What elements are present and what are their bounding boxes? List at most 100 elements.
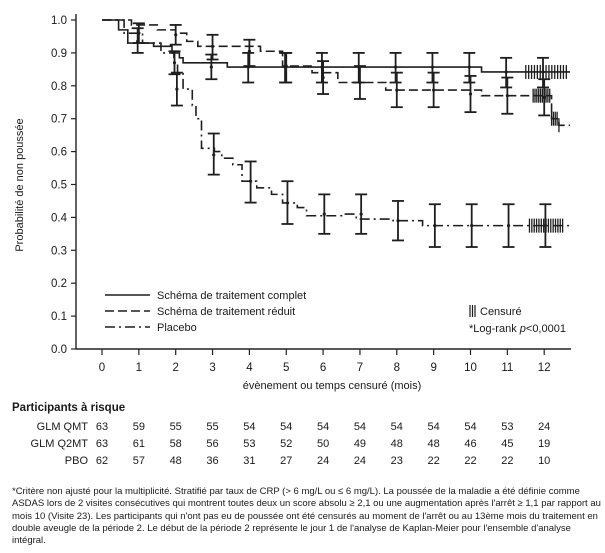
x-tick-label: 6: [320, 362, 326, 374]
footnote: *Critère non ajusté pour la multiplicité…: [12, 486, 601, 547]
risk-count: 55: [206, 421, 219, 433]
risk-count: 22: [464, 455, 477, 467]
error-bar: [464, 75, 477, 114]
x-tick-label: 8: [394, 362, 400, 374]
series-3: [102, 19, 570, 248]
error-bar: [427, 71, 440, 109]
error-bar: [170, 71, 183, 107]
point-estimate: [209, 65, 213, 69]
risk-count: 54: [464, 421, 477, 433]
y-tick-label: 0.2: [51, 278, 67, 290]
point-estimate: [432, 88, 436, 92]
x-tick-label: 9: [430, 362, 436, 374]
risk-row-label: GLM QMT: [36, 421, 88, 433]
error-bar: [280, 52, 293, 84]
y-tick-label: 0.5: [51, 180, 67, 192]
risk-count: 53: [501, 421, 514, 433]
censor-legend-label: Censuré: [480, 306, 522, 318]
y-tick-label: 0.3: [51, 245, 67, 257]
risk-row-label: GLM Q2MT: [30, 438, 88, 450]
risk-table-row: GLM Q2MT 63 61 58 56 53 52 50 49 48 48 46 45 19: [8, 436, 605, 453]
x-tick-label: 7: [357, 362, 363, 374]
error-bar: [392, 200, 404, 242]
point-estimate: [359, 212, 363, 216]
risk-table-row: GLM QMT 63 59 55 55 54 54 54 54 54 54 54 53 24: [8, 419, 605, 436]
y-axis-label: Probabilité de non poussée: [14, 118, 26, 251]
y-tick-label: 0.9: [51, 48, 67, 60]
y-tick-label: 0.7: [51, 114, 67, 126]
error-bar: [389, 52, 402, 84]
risk-count: 54: [280, 421, 293, 433]
point-estimate: [212, 153, 216, 157]
point-estimate: [506, 224, 511, 228]
point-estimate: [505, 94, 509, 98]
risk-count: 63: [95, 438, 109, 450]
point-estimate: [321, 75, 325, 80]
point-estimate: [247, 49, 251, 53]
km-curve-solid: [102, 19, 570, 73]
x-tick-label: 2: [172, 362, 178, 374]
legend-label: Schéma de traitement réduit: [157, 306, 295, 318]
risk-count: 55: [169, 421, 182, 433]
risk-count: 31: [243, 455, 256, 467]
point-estimate: [394, 65, 398, 69]
risk-count: 49: [353, 438, 367, 450]
y-tick-label: 1.0: [51, 15, 67, 27]
x-axis-label: évènement ou temps censuré (mois): [243, 380, 422, 392]
point-estimate: [284, 64, 288, 68]
point-estimate: [433, 224, 437, 228]
risk-count: 59: [132, 421, 145, 433]
x-tick-label: 0: [99, 362, 105, 374]
risk-count: 19: [538, 438, 551, 450]
point-estimate: [467, 65, 471, 69]
km-curve-dash-dot: [102, 19, 570, 227]
error-bar: [317, 60, 330, 95]
risk-count: 58: [169, 438, 182, 450]
point-estimate: [396, 219, 400, 223]
risk-count: 53: [243, 438, 256, 450]
point-estimate: [468, 92, 473, 96]
logrank-annotation: *Log-rank p<0,0001: [469, 323, 566, 335]
point-estimate: [430, 65, 435, 69]
risk-count: 10: [538, 455, 551, 467]
risk-count: 24: [353, 455, 367, 467]
x-tick-label: 1: [136, 362, 142, 374]
risk-count: 56: [206, 438, 219, 450]
error-bar: [463, 52, 476, 84]
y-tick-label: 0.4: [51, 212, 68, 224]
x-tick-label: 11: [501, 362, 513, 374]
error-bar: [318, 193, 331, 235]
risk-count: 61: [132, 438, 145, 450]
risk-row-label: PBO: [64, 455, 88, 467]
risk-table-row: PBO 62 57 48 36 31 27 24 24 23 22 22 22 10: [8, 453, 605, 470]
risk-count: 23: [390, 455, 403, 467]
x-tick-label: 10: [464, 362, 477, 374]
error-bar: [355, 193, 368, 235]
series-2: [102, 19, 570, 133]
risk-count: 48: [169, 455, 182, 467]
risk-count: 62: [95, 455, 109, 467]
point-estimate: [210, 44, 215, 48]
risk-count: 27: [280, 455, 293, 467]
error-bar: [428, 203, 441, 248]
risk-count: 57: [132, 455, 145, 467]
risk-count: 54: [243, 421, 256, 433]
risk-count: 46: [464, 438, 477, 450]
error-bar: [390, 71, 403, 109]
km-chart: 0.00.10.20.30.40.50.60.70.80.91.00 1 2 3 4 5 6…: [14, 14, 571, 392]
risk-count: 54: [427, 421, 440, 433]
point-estimate: [322, 212, 326, 216]
legend-label: Schéma de traitement complet: [157, 290, 306, 302]
risk-count: 48: [390, 438, 403, 450]
error-bar: [426, 52, 439, 84]
risk-count: 63: [95, 421, 109, 433]
x-tick-label: 5: [283, 362, 289, 374]
risk-count: 54: [316, 421, 330, 433]
risk-count: 24: [316, 455, 330, 467]
legend-label: Placebo: [157, 322, 197, 334]
risk-count: 22: [501, 455, 514, 467]
point-estimate: [358, 80, 362, 85]
error-bar: [243, 38, 256, 67]
risk-count: 52: [280, 438, 293, 450]
